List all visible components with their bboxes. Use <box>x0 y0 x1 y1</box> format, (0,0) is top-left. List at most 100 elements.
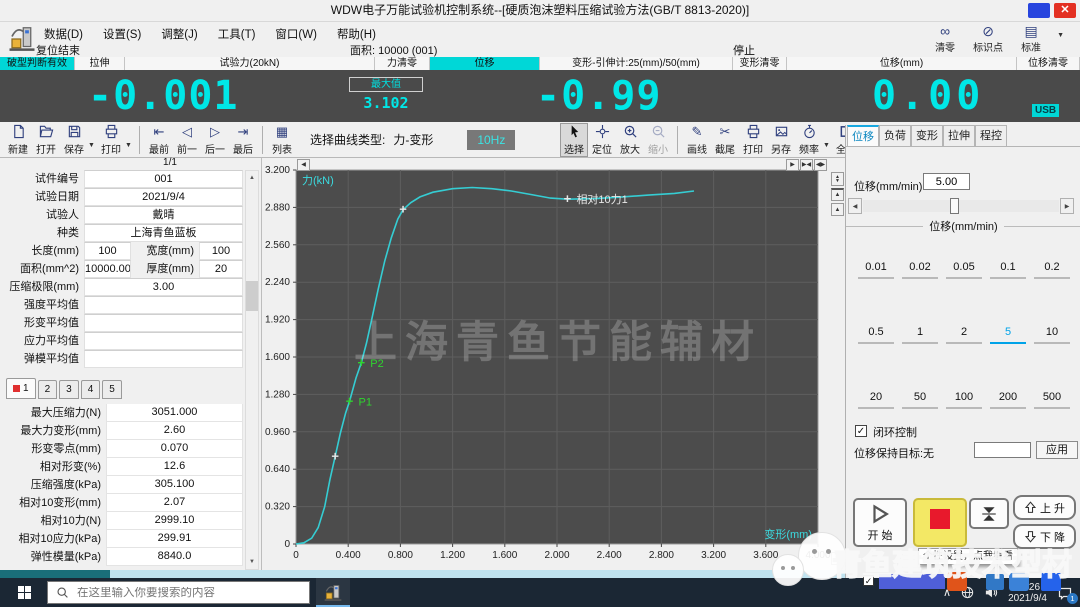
form-value[interactable] <box>84 314 243 332</box>
return-button[interactable] <box>969 498 1009 529</box>
locate-tool-button[interactable]: 定位 <box>588 123 616 157</box>
speed-slider[interactable] <box>863 200 1059 212</box>
speed-preset[interactable]: 0.02 <box>902 260 938 279</box>
chart-scroll-left-icon[interactable]: ◀ <box>297 159 310 171</box>
speed-preset[interactable]: 0.01 <box>858 260 894 279</box>
chart-expand-icon[interactable]: ◀▶ <box>814 159 827 171</box>
search-input[interactable] <box>77 586 301 599</box>
chart-vscale-icon[interactable]: ▲ ▼ <box>831 172 844 186</box>
rate-dropdown-icon[interactable]: ▼ <box>823 142 830 149</box>
speed-preset[interactable]: 200 <box>990 390 1026 409</box>
zoom-out-button[interactable]: 缩小 <box>644 123 672 157</box>
windows-start-button[interactable] <box>8 578 40 607</box>
save-dropdown-icon[interactable]: ▼ <box>88 142 95 149</box>
form-value[interactable] <box>84 332 243 350</box>
menu-item[interactable]: 设置(S) <box>102 29 142 41</box>
chart-dropdown-icon[interactable]: ▼ <box>831 552 844 565</box>
status-segment[interactable]: 破型判断有效 <box>0 57 75 70</box>
select-tool-button[interactable]: 选择 <box>560 122 588 157</box>
status-segment[interactable]: 变形清零 <box>733 57 787 70</box>
last-record-button[interactable]: ⇥ 最后 <box>233 123 253 156</box>
scroll-up-icon[interactable]: ▲ <box>246 171 258 185</box>
form-value[interactable]: 2021/9/4 <box>84 188 243 206</box>
print-button[interactable]: 打印 <box>97 123 125 157</box>
scroll-down-icon[interactable]: ▼ <box>246 555 258 569</box>
status-segment[interactable]: 变形-引伸计:25(mm)/50(mm) <box>540 57 733 70</box>
print-dropdown-icon[interactable]: ▼ <box>125 142 132 149</box>
speed-preset[interactable]: 500 <box>1034 390 1070 409</box>
specimen-tab[interactable]: 5 <box>102 380 122 399</box>
specimen-tab[interactable]: 4 <box>80 380 101 399</box>
next-record-button[interactable]: ▷ 后一 <box>205 123 225 156</box>
speed-preset[interactable]: 10 <box>1034 325 1070 344</box>
form-value[interactable]: 10000.00 <box>84 260 131 278</box>
speed-preset[interactable]: 100 <box>946 390 982 409</box>
speed-preset[interactable]: 0.1 <box>990 260 1026 279</box>
form-value[interactable]: 20 <box>199 260 243 278</box>
open-button[interactable]: 打开 <box>32 123 60 157</box>
status-segment[interactable]: 力清零 <box>375 57 430 70</box>
close-button[interactable]: ✕ <box>1054 3 1076 18</box>
stop-button[interactable] <box>913 498 967 547</box>
zoom-in-button[interactable]: 放大 <box>616 123 644 157</box>
taskbar-search[interactable] <box>47 581 310 604</box>
status-segment[interactable]: 位移 <box>430 57 540 70</box>
control-tab[interactable]: 变形 <box>911 125 943 147</box>
save-button[interactable]: 保存 <box>60 123 88 157</box>
save-image-button[interactable]: 另存 <box>767 123 795 157</box>
status-segment[interactable]: 试验力(20kN) <box>125 57 375 70</box>
left-scrollbar[interactable]: ▲ ▼ <box>245 170 259 570</box>
status-segment[interactable]: 拉伸 <box>75 57 125 70</box>
control-tab[interactable]: 拉伸 <box>943 125 975 147</box>
print-chart-button[interactable]: 打印 <box>739 123 767 157</box>
notification-button[interactable]: 1 <box>1056 585 1078 604</box>
menu-item[interactable]: 工具(T) <box>217 29 256 41</box>
speed-preset[interactable]: 0.2 <box>1034 260 1070 279</box>
form-value[interactable]: 100 <box>199 242 243 260</box>
apply-button[interactable]: 应用 <box>1036 441 1078 459</box>
status-segment[interactable]: 位移清零 <box>1017 57 1080 70</box>
marker-point-button[interactable]: ⊘ 标识点 <box>971 24 1005 55</box>
curve-type-value[interactable]: 力-变形 <box>393 133 434 147</box>
menu-item[interactable]: 数据(D) <box>44 29 83 41</box>
chevron-down-icon[interactable]: ▼ <box>1057 32 1064 39</box>
speed-preset[interactable]: 50 <box>902 390 938 409</box>
chart-scroll-right-icon[interactable]: ▶ <box>786 159 799 171</box>
standard-button[interactable]: ▤ 标准 <box>1014 24 1048 55</box>
tray-chevron-icon[interactable]: ∧ <box>943 587 952 599</box>
force-deformation-chart[interactable]: 0 0.400 0.800 1.200 1.600 2.000 2.400 2.800 3.20… <box>262 158 845 571</box>
settings-tooltip[interactable]: 个性设置，点我看看 <box>918 548 1018 565</box>
prev-record-button[interactable]: ◁ 前一 <box>177 123 197 156</box>
sample-rate-badge[interactable]: 10Hz <box>467 129 516 150</box>
speed-preset[interactable]: 0.05 <box>946 260 982 279</box>
hold-target-input[interactable] <box>974 442 1031 458</box>
form-value[interactable]: 戴晴 <box>84 206 243 224</box>
specimen-tab[interactable]: 3 <box>59 380 79 399</box>
speed-preset[interactable]: 1 <box>902 325 938 344</box>
speed-preset[interactable]: 20 <box>858 390 894 409</box>
truncate-button[interactable]: ✂ 截尾 <box>715 123 735 156</box>
closed-loop-checkbox[interactable]: ✓ <box>855 425 867 437</box>
taskbar-app-button[interactable] <box>316 578 350 607</box>
speed-preset[interactable]: 0.5 <box>858 325 894 344</box>
slider-left-icon[interactable]: ◀ <box>848 198 862 214</box>
form-value[interactable] <box>84 350 243 368</box>
form-value[interactable]: 上海青鱼蓝板 <box>84 224 243 242</box>
speed-preset[interactable]: 2 <box>946 325 982 344</box>
crosshead-up-button[interactable]: 上 升 <box>1013 495 1076 520</box>
rate-button[interactable]: 频率 <box>795 123 823 157</box>
control-tab[interactable]: 负荷 <box>879 125 911 147</box>
chart-collapse-icon[interactable]: ▶◀ <box>800 159 813 171</box>
menu-item[interactable]: 调整(J) <box>161 29 198 41</box>
chart-scroll-up-icon[interactable]: ▲ <box>831 203 844 216</box>
speed-input[interactable] <box>923 173 970 190</box>
new-button[interactable]: 新建 <box>4 123 32 157</box>
form-value[interactable]: 100 <box>84 242 131 260</box>
form-value[interactable] <box>84 296 243 314</box>
crosshead-down-button[interactable]: 下 降 <box>1013 524 1076 549</box>
control-tab[interactable]: 程控 <box>975 125 1007 147</box>
list-button[interactable]: ▦ 列表 <box>272 123 292 156</box>
chart-scroll-top-icon[interactable]: ▲ <box>831 188 844 201</box>
menu-item[interactable]: 帮助(H) <box>336 29 376 41</box>
first-record-button[interactable]: ⇤ 最前 <box>149 123 169 156</box>
